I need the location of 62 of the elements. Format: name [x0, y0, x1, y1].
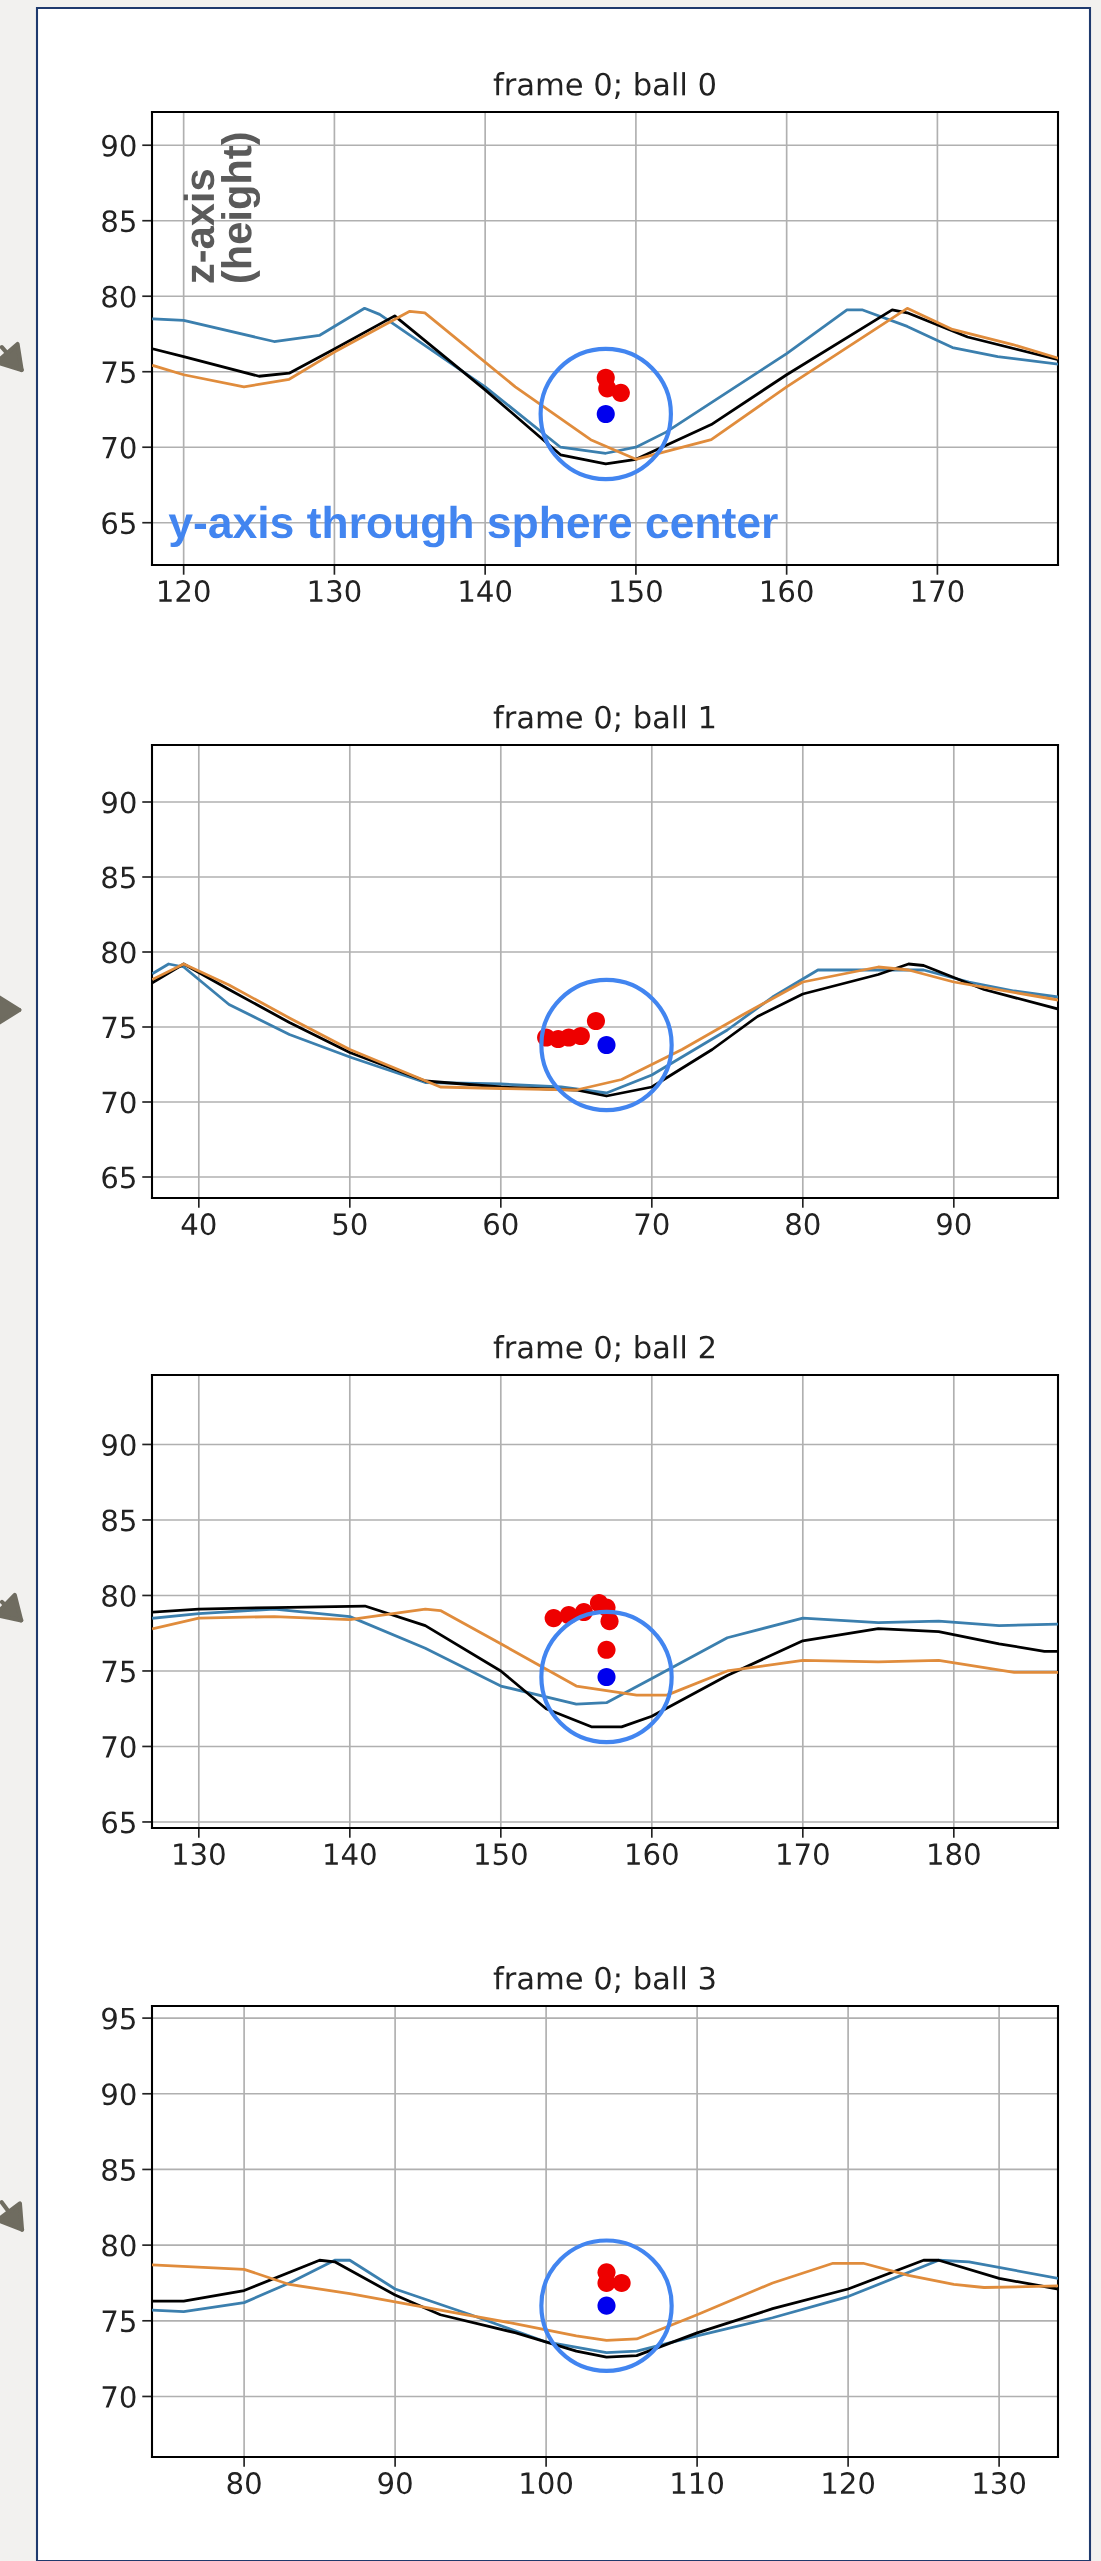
y-tick-label: 85 — [102, 866, 135, 889]
y-tick-label: 95 — [102, 2007, 135, 2030]
y-tick-label: 90 — [102, 2083, 136, 2106]
y-tick-label: 90 — [102, 791, 136, 814]
x-tick-label: 50 — [333, 1213, 367, 1236]
x-tick-label: 170 — [912, 580, 964, 603]
y-tick-label: 70 — [102, 1735, 136, 1758]
y-tick-label: 75 — [102, 361, 135, 384]
y-tick-label: 80 — [102, 941, 136, 964]
y-tick-label: 80 — [102, 1584, 136, 1607]
point — [611, 383, 630, 402]
x-tick-label: 160 — [627, 1843, 678, 1866]
y-tick-label: 70 — [102, 1091, 136, 1114]
chart-title: frame 0; ball 1 — [493, 705, 715, 732]
point — [597, 1640, 616, 1659]
x-tick-label: 130 — [309, 580, 361, 603]
x-tick-label: 120 — [823, 2472, 875, 2495]
x-tick-label: 70 — [635, 1213, 669, 1236]
x-tick-label: 150 — [611, 580, 662, 603]
point — [600, 1612, 619, 1631]
y-tick-label: 75 — [102, 1016, 135, 1039]
y-tick-label: 75 — [102, 1660, 135, 1683]
x-tick-label: 100 — [521, 2472, 573, 2495]
x-tick-label: 140 — [325, 1843, 376, 1866]
x-tick-label: 80 — [786, 1213, 820, 1236]
point — [544, 1609, 563, 1628]
y-tick-label: 70 — [102, 2385, 136, 2408]
point — [571, 1026, 590, 1046]
x-tick-label: 140 — [460, 580, 512, 603]
y-tick-label: 70 — [102, 436, 136, 459]
x-tick-label: 120 — [159, 580, 210, 603]
y-tick-label: 65 — [102, 1811, 135, 1834]
x-tick-label: 90 — [378, 2472, 412, 2495]
annotation: z-axis (height) — [183, 133, 261, 283]
x-tick-label: 130 — [974, 2472, 1026, 2495]
chart-title: frame 0; ball 2 — [493, 1335, 714, 1362]
chart-title: frame 0; ball 3 — [493, 1966, 715, 1993]
y-tick-label: 80 — [102, 285, 136, 308]
point — [586, 1011, 605, 1031]
y-tick-label: 85 — [102, 2158, 135, 2181]
point — [612, 2273, 631, 2293]
x-tick-label: 170 — [778, 1843, 829, 1866]
y-tick-label: 65 — [102, 512, 135, 535]
x-tick-label: 130 — [174, 1843, 225, 1866]
x-tick-label: 80 — [227, 2472, 261, 2495]
y-tick-label: 85 — [102, 1509, 135, 1532]
x-tick-label: 160 — [762, 580, 813, 603]
x-tick-label: 40 — [181, 1213, 216, 1236]
y-tick-label: 65 — [102, 1166, 135, 1189]
line-series — [152, 2261, 1058, 2342]
chart-title: frame 0; ball 0 — [493, 72, 715, 99]
y-tick-label: 90 — [102, 1433, 136, 1456]
y-tick-label: 80 — [102, 2234, 136, 2257]
y-tick-label: 85 — [102, 210, 135, 233]
x-tick-label: 60 — [484, 1213, 518, 1236]
y-tick-label: 75 — [102, 2310, 135, 2333]
x-tick-label: 90 — [937, 1213, 971, 1236]
x-tick-label: 150 — [476, 1843, 527, 1866]
x-tick-label: 110 — [672, 2472, 724, 2495]
annotation: y-axis through sphere center — [168, 505, 778, 548]
x-tick-label: 180 — [929, 1843, 980, 1866]
y-tick-label: 90 — [102, 134, 136, 157]
